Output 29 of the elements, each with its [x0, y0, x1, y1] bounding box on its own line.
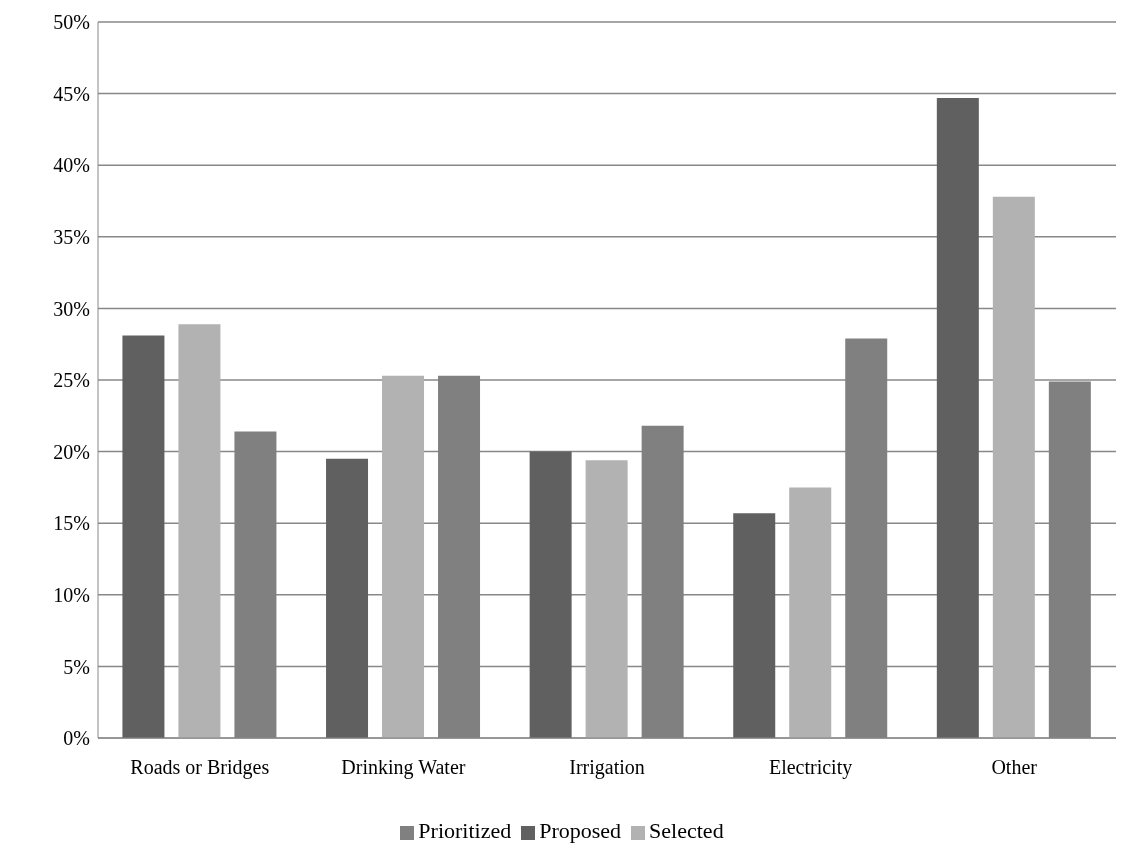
- y-tick-label: 5%: [63, 655, 90, 678]
- legend-label: Proposed: [539, 818, 622, 843]
- y-tick-label: 35%: [53, 225, 90, 248]
- bar: [178, 324, 221, 738]
- y-tick-label: 40%: [53, 154, 90, 177]
- bar: [733, 513, 776, 738]
- x-tick-label: Other: [991, 756, 1038, 779]
- y-tick-label: 15%: [53, 512, 90, 535]
- bar: [382, 375, 425, 738]
- y-tick-label: 25%: [53, 369, 90, 392]
- legend-label: Prioritized: [418, 818, 512, 843]
- y-tick-label: 10%: [53, 583, 90, 606]
- y-tick-label: 50%: [53, 11, 90, 34]
- bar: [992, 196, 1035, 738]
- x-tick-label: Roads or Bridges: [130, 756, 270, 780]
- y-tick-label: 30%: [53, 297, 90, 320]
- legend-label: Selected: [649, 818, 724, 843]
- bar: [789, 487, 832, 738]
- x-tick-label: Irrigation: [569, 756, 645, 780]
- y-tick-label: 45%: [53, 82, 90, 105]
- x-tick-label: Drinking Water: [341, 756, 466, 780]
- bar: [585, 460, 628, 738]
- y-tick-label: 0%: [63, 727, 90, 750]
- bar: [936, 97, 979, 738]
- bar: [529, 451, 572, 738]
- x-tick-label: Electricity: [768, 756, 853, 780]
- y-tick-label: 20%: [53, 440, 90, 463]
- bar: [122, 335, 165, 738]
- bar: [326, 458, 369, 738]
